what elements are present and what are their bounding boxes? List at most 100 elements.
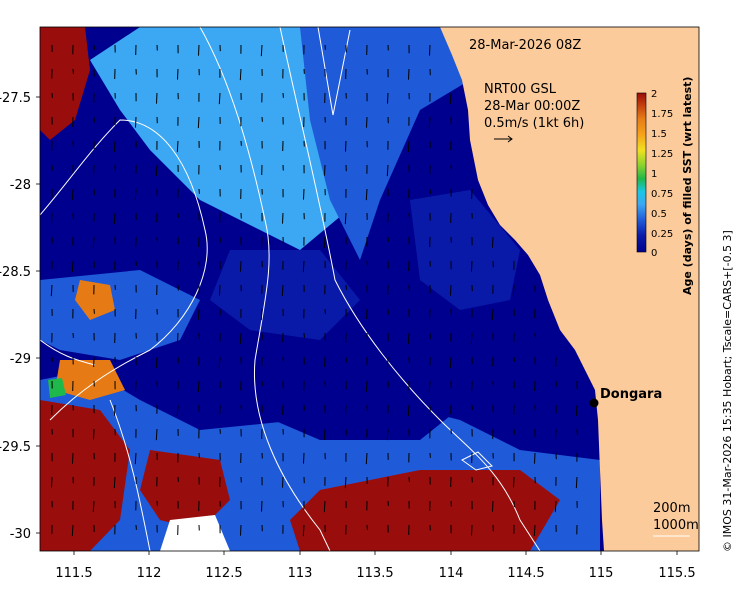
colorbar-tick-label: 1.75 xyxy=(651,109,673,120)
current-vector xyxy=(555,428,557,440)
current-vector xyxy=(303,188,305,200)
current-vector xyxy=(51,212,53,224)
current-vector xyxy=(260,308,263,321)
y-tick-label: -29 xyxy=(10,352,31,367)
current-vector xyxy=(575,476,578,489)
current-vector xyxy=(134,452,137,465)
current-vector xyxy=(218,356,221,369)
current-vector xyxy=(155,428,158,441)
credit-text: © IMOS 31-Mar-2026 15:35 Hobart; Tscale=… xyxy=(721,230,734,552)
current-vector xyxy=(134,188,137,201)
current-vector xyxy=(156,356,158,368)
y-tick-label: -28 xyxy=(10,178,31,193)
x-tick-label: 115 xyxy=(589,566,614,581)
current-vector xyxy=(261,500,263,512)
current-vector xyxy=(366,380,368,392)
contour-deep-2 xyxy=(40,339,96,366)
current-vector xyxy=(533,524,536,537)
current-vector xyxy=(554,500,557,513)
contour-1000m xyxy=(199,27,331,551)
colorbar-tick-label: 1.5 xyxy=(651,129,667,140)
current-vector xyxy=(323,236,326,249)
white-nodata-patch xyxy=(160,515,230,551)
colorbar: 2 1.75 1.5 1.25 1 0.75 0.5 0.25 0 Age (d… xyxy=(636,77,694,295)
current-vector xyxy=(449,356,452,369)
current-vector xyxy=(345,140,347,152)
current-vector xyxy=(71,260,74,273)
colorbar-tick-label: 0.5 xyxy=(651,209,667,220)
current-vector xyxy=(282,212,284,224)
current-vector xyxy=(177,68,179,80)
current-vector xyxy=(366,116,368,128)
current-vector xyxy=(324,428,326,440)
current-vector xyxy=(323,500,326,513)
current-vector xyxy=(428,380,431,393)
red-northwest-region xyxy=(40,27,90,140)
dongara-marker[interactable] xyxy=(589,398,599,408)
current-product-label: NRT00 GSL xyxy=(484,82,557,97)
current-vector xyxy=(576,404,578,416)
contour-label-200m: 200m xyxy=(653,501,690,516)
sst-age-field xyxy=(40,27,600,551)
contour-deep-1 xyxy=(40,119,208,421)
current-vector xyxy=(492,500,494,512)
x-tick-label: 113 xyxy=(288,566,313,581)
red-south-region xyxy=(140,450,230,530)
current-vector xyxy=(198,44,200,56)
current-vector xyxy=(470,332,473,345)
current-vector xyxy=(302,524,305,537)
mid-blue-region xyxy=(300,27,470,260)
red-southwest-region xyxy=(40,400,130,551)
current-vector xyxy=(471,524,473,536)
vector-scale-arrow xyxy=(494,135,513,143)
dongara-label: Dongara xyxy=(600,387,662,402)
map-plot-area[interactable] xyxy=(40,27,699,551)
current-vector xyxy=(176,140,179,153)
land-mass xyxy=(440,27,699,551)
current-vector xyxy=(429,308,431,320)
colorbar-tick-label: 2 xyxy=(651,89,657,100)
current-vector xyxy=(449,92,452,105)
current-vector xyxy=(450,284,452,296)
plot-frame xyxy=(39,26,700,552)
current-vector xyxy=(429,44,431,56)
current-vector xyxy=(512,284,515,297)
x-tick-label: 112.5 xyxy=(205,566,242,581)
current-vector xyxy=(491,308,494,321)
current-vector xyxy=(386,164,389,177)
colorbar-tick-label: 1.25 xyxy=(651,149,673,160)
navy-region xyxy=(210,250,360,340)
current-vector xyxy=(92,236,95,249)
current-vector xyxy=(534,452,536,464)
x-tick-label: 114 xyxy=(439,566,464,581)
orange-patch-1 xyxy=(75,280,115,320)
colorbar-tick-label: 1 xyxy=(651,169,657,180)
x-tick-label: 114.5 xyxy=(507,566,544,581)
current-vector xyxy=(198,308,200,320)
current-vector xyxy=(471,260,473,272)
y-tick-label: -29.5 xyxy=(0,440,31,455)
current-vector xyxy=(387,92,389,104)
current-vector xyxy=(428,116,431,129)
current-vector xyxy=(177,332,179,344)
current-vector xyxy=(281,284,284,297)
current-vector xyxy=(344,212,347,225)
current-vector xyxy=(135,116,137,128)
contour-small-loop xyxy=(461,451,493,471)
current-vector xyxy=(92,500,95,513)
current-vector xyxy=(387,356,389,368)
current-vector xyxy=(345,404,347,416)
contour-deep-3 xyxy=(109,399,151,551)
current-vector xyxy=(344,476,347,489)
current-vector xyxy=(197,116,200,129)
colorbar-tick-label: 0.25 xyxy=(651,229,673,240)
x-tick-label: 111.5 xyxy=(55,566,92,581)
current-vector xyxy=(492,236,494,248)
colorbar-tick-label: 0.75 xyxy=(651,189,673,200)
current-vector xyxy=(365,188,368,201)
current-vector xyxy=(408,332,410,344)
current-vector xyxy=(324,164,326,176)
current-vector xyxy=(302,260,305,273)
y-axis: -27.5 -28 -28.5 -29 -29.5 -30 xyxy=(0,91,40,542)
